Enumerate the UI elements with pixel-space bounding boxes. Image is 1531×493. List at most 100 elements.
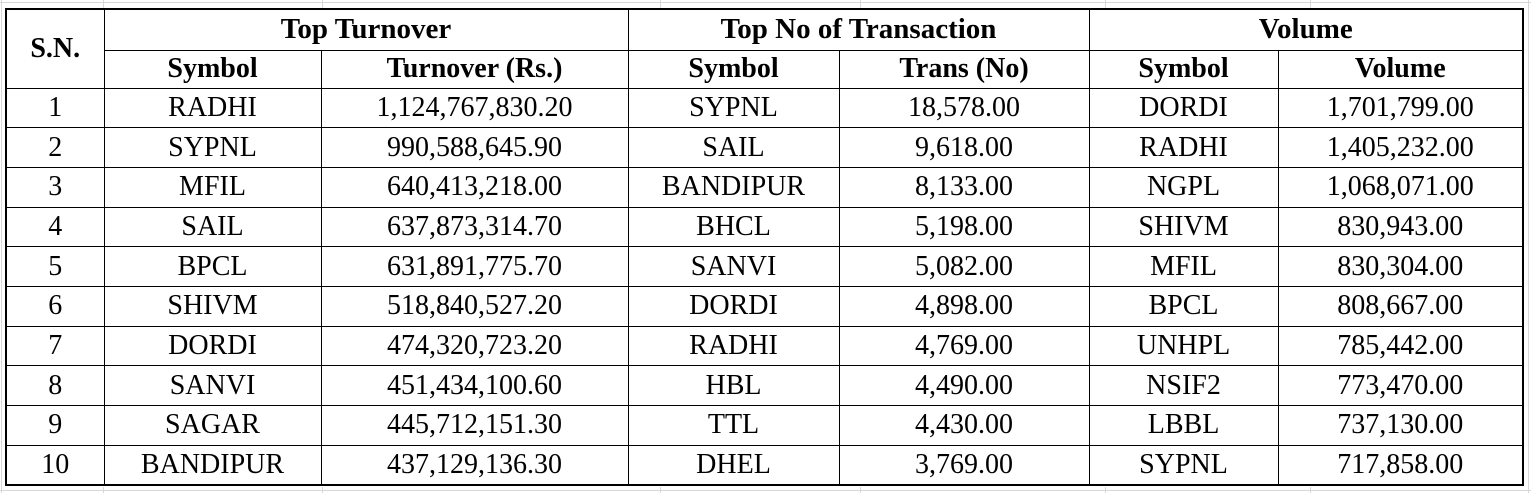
excel-gridline — [103, 0, 104, 8]
volume-symbol-cell: LBBL — [1088, 405, 1279, 446]
excel-gridline — [860, 487, 861, 493]
trans-symbol-cell: DORDI — [627, 285, 840, 327]
sn-cell: 9 — [5, 405, 105, 446]
volume-value-cell: 1,068,071.00 — [1277, 166, 1524, 208]
trans-value-cell: 4,769.00 — [838, 325, 1090, 367]
turnover-value-cell: 445,712,151.30 — [320, 405, 629, 446]
table-row: 3 MFIL 640,413,218.00 BANDIPUR 8,133.00 … — [5, 166, 1524, 208]
trans-symbol-cell: BANDIPUR — [627, 166, 840, 208]
trans-value-cell: 4,430.00 — [838, 405, 1090, 446]
trans-symbol-cell: HBL — [627, 365, 840, 406]
trans-symbol-cell: SYPNL — [627, 87, 840, 129]
volume-symbol-cell: BPCL — [1088, 285, 1279, 327]
market-summary-table: S.N. Top Turnover Top No of Transaction … — [5, 8, 1525, 486]
trans-symbol-cell: RADHI — [627, 325, 840, 367]
volume-value-cell: 1,405,232.00 — [1277, 127, 1524, 168]
sn-cell: 6 — [5, 285, 105, 327]
sn-cell: 2 — [5, 127, 105, 168]
trans-symbol-cell: TTL — [627, 405, 840, 446]
excel-gridline — [660, 487, 661, 493]
trans-symbol-cell: SAIL — [627, 127, 840, 168]
group-header-top-turnover: Top Turnover — [103, 8, 629, 51]
turnover-value-cell: 437,129,136.30 — [320, 444, 629, 486]
turnover-value-cell: 990,588,645.90 — [320, 127, 629, 168]
turnover-value-cell: 637,873,314.70 — [320, 206, 629, 248]
table-row: 10 BANDIPUR 437,129,136.30 DHEL 3,769.00… — [5, 444, 1524, 486]
turnover-symbol-cell: DORDI — [103, 325, 322, 367]
table-row: 7 DORDI 474,320,723.20 RADHI 4,769.00 UN… — [5, 325, 1524, 367]
turnover-symbol-header: Symbol — [103, 49, 322, 89]
group-header-top-transactions: Top No of Transaction — [627, 8, 1090, 51]
turnover-symbol-cell: SAGAR — [103, 405, 322, 446]
turnover-symbol-cell: RADHI — [103, 87, 322, 129]
volume-symbol-cell: UNHPL — [1088, 325, 1279, 367]
excel-gridline — [860, 0, 861, 8]
volume-symbol-cell: SYPNL — [1088, 444, 1279, 486]
excel-gridline — [1310, 0, 1311, 8]
table-row: 1 RADHI 1,124,767,830.20 SYPNL 18,578.00… — [5, 87, 1524, 129]
volume-symbol-cell: MFIL — [1088, 246, 1279, 287]
turnover-symbol-cell: MFIL — [103, 166, 322, 208]
volume-symbol-cell: RADHI — [1088, 127, 1279, 168]
excel-gridline — [1310, 487, 1311, 493]
volume-symbol-cell: DORDI — [1088, 87, 1279, 129]
volume-value-header: Volume — [1277, 49, 1524, 89]
excel-gridline — [322, 487, 323, 493]
volume-value-cell: 830,304.00 — [1277, 246, 1524, 287]
excel-gridline — [103, 487, 104, 493]
sn-cell: 7 — [5, 325, 105, 367]
volume-symbol-cell: SHIVM — [1088, 206, 1279, 248]
volume-value-cell: 785,442.00 — [1277, 325, 1524, 367]
table-row: 2 SYPNL 990,588,645.90 SAIL 9,618.00 RAD… — [5, 127, 1524, 168]
excel-gridline — [0, 490, 1531, 491]
turnover-value-cell: 1,124,767,830.20 — [320, 87, 629, 129]
group-header-row: S.N. Top Turnover Top No of Transaction … — [5, 8, 1524, 89]
trans-value-cell: 3,769.00 — [838, 444, 1090, 486]
sn-cell: 1 — [5, 87, 105, 129]
excel-gridline — [1, 0, 2, 493]
trans-value-cell: 5,082.00 — [838, 246, 1090, 287]
excel-gridline — [1528, 0, 1529, 493]
turnover-symbol-cell: SHIVM — [103, 285, 322, 327]
table-row: 8 SANVI 451,434,100.60 HBL 4,490.00 NSIF… — [5, 365, 1524, 406]
group-header-volume: Volume — [1088, 8, 1524, 51]
turnover-value-cell: 474,320,723.20 — [320, 325, 629, 367]
excel-gridline — [660, 0, 661, 8]
turnover-symbol-cell: BPCL — [103, 246, 322, 287]
volume-value-cell: 808,667.00 — [1277, 285, 1524, 327]
trans-value-header: Trans (No) — [838, 49, 1090, 89]
trans-symbol-cell: SANVI — [627, 246, 840, 287]
volume-symbol-cell: NGPL — [1088, 166, 1279, 208]
turnover-symbol-cell: SAIL — [103, 206, 322, 248]
turnover-value-header: Turnover (Rs.) — [320, 49, 629, 89]
trans-value-cell: 5,198.00 — [838, 206, 1090, 248]
volume-value-cell: 717,858.00 — [1277, 444, 1524, 486]
table-row: 6 SHIVM 518,840,527.20 DORDI 4,898.00 BP… — [5, 285, 1524, 327]
volume-value-cell: 773,470.00 — [1277, 365, 1524, 406]
excel-gridline — [322, 0, 323, 8]
sn-cell: 10 — [5, 444, 105, 486]
volume-value-cell: 830,943.00 — [1277, 206, 1524, 248]
volume-value-cell: 737,130.00 — [1277, 405, 1524, 446]
column-header-row: Symbol Turnover (Rs.) Symbol Trans (No) … — [6, 49, 1524, 89]
turnover-value-cell: 451,434,100.60 — [320, 365, 629, 406]
trans-value-cell: 4,490.00 — [838, 365, 1090, 406]
trans-value-cell: 4,898.00 — [838, 285, 1090, 327]
volume-symbol-cell: NSIF2 — [1088, 365, 1279, 406]
volume-value-cell: 1,701,799.00 — [1277, 87, 1524, 129]
turnover-symbol-cell: BANDIPUR — [103, 444, 322, 486]
trans-symbol-cell: BHCL — [627, 206, 840, 248]
turnover-value-cell: 631,891,775.70 — [320, 246, 629, 287]
trans-symbol-header: Symbol — [627, 49, 840, 89]
trans-symbol-cell: DHEL — [627, 444, 840, 486]
sn-cell: 5 — [5, 246, 105, 287]
sn-cell: 3 — [5, 166, 105, 208]
table-row: 5 BPCL 631,891,775.70 SANVI 5,082.00 MFI… — [5, 246, 1524, 287]
volume-symbol-header: Symbol — [1088, 49, 1279, 89]
trans-value-cell: 18,578.00 — [838, 87, 1090, 129]
table-row: 9 SAGAR 445,712,151.30 TTL 4,430.00 LBBL… — [5, 405, 1524, 446]
turnover-symbol-cell: SANVI — [103, 365, 322, 406]
turnover-symbol-cell: SYPNL — [103, 127, 322, 168]
turnover-value-cell: 640,413,218.00 — [320, 166, 629, 208]
